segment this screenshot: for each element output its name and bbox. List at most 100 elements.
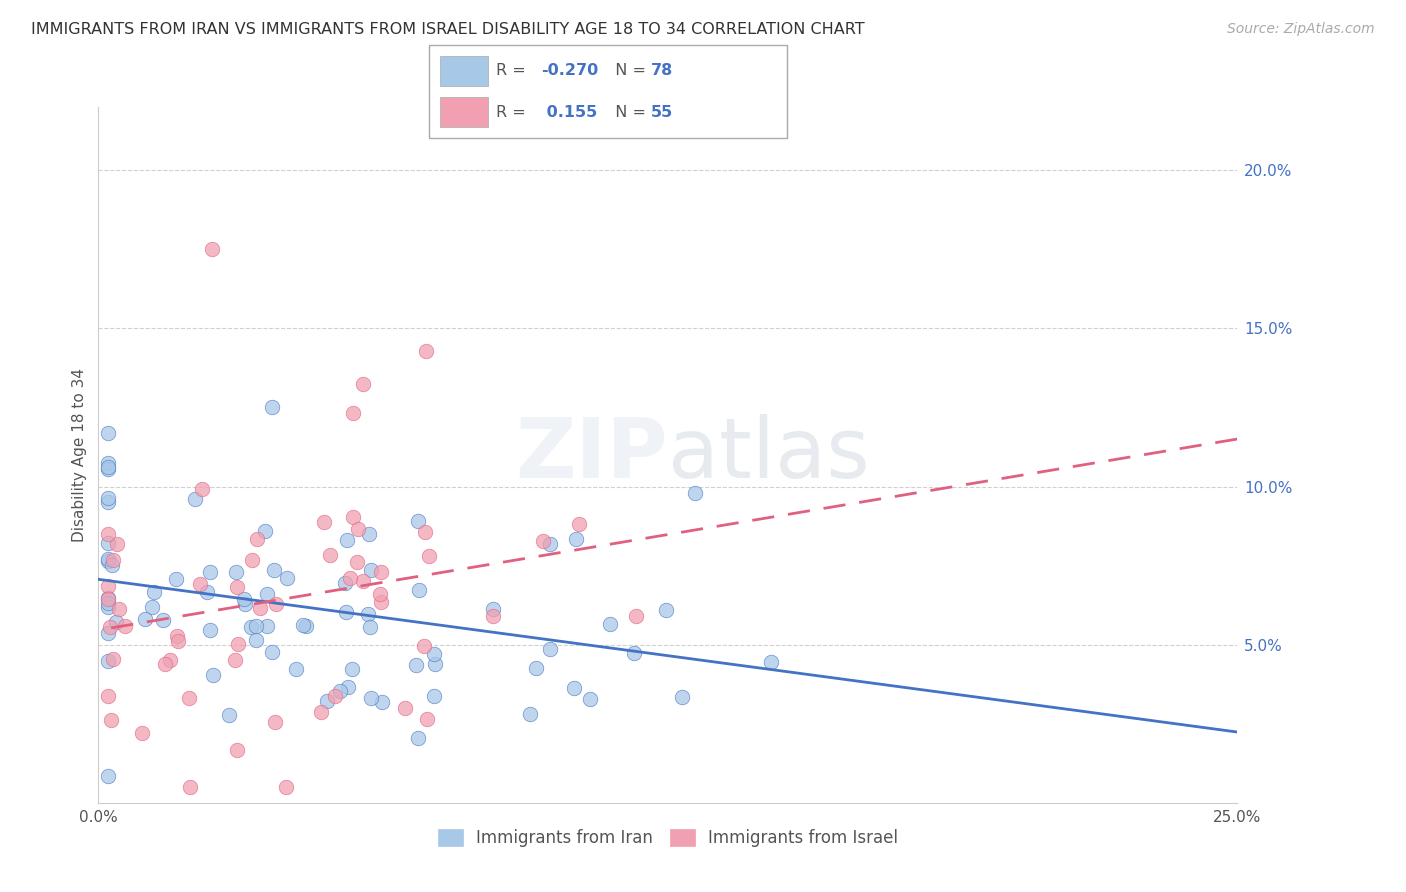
- Point: [564, 681, 586, 695]
- Point: [531, 533, 554, 548]
- Point: [340, 662, 363, 676]
- Point: [101, 558, 124, 572]
- Point: [336, 533, 359, 547]
- Point: [406, 514, 429, 528]
- Point: [233, 591, 256, 606]
- Point: [339, 571, 361, 585]
- Point: [198, 565, 221, 579]
- Point: [201, 667, 224, 681]
- Point: [141, 599, 163, 614]
- Point: [319, 548, 342, 562]
- Point: [425, 657, 447, 671]
- Point: [165, 572, 187, 586]
- Point: [578, 692, 600, 706]
- Point: [218, 707, 240, 722]
- Point: [96, 596, 118, 610]
- Point: [226, 637, 249, 651]
- Point: [335, 575, 357, 590]
- Text: Source: ZipAtlas.com: Source: ZipAtlas.com: [1227, 22, 1375, 37]
- Point: [538, 537, 561, 551]
- Point: [623, 646, 645, 660]
- Point: [131, 725, 153, 739]
- Point: [224, 652, 246, 666]
- Point: [263, 562, 285, 576]
- Point: [342, 510, 364, 524]
- Point: [759, 656, 782, 670]
- Point: [256, 619, 278, 633]
- Point: [405, 658, 427, 673]
- Point: [347, 522, 370, 536]
- Y-axis label: Disability Age 18 to 34: Disability Age 18 to 34: [72, 368, 87, 542]
- Text: 78: 78: [651, 63, 673, 78]
- Point: [329, 684, 352, 698]
- Point: [346, 555, 368, 569]
- Point: [538, 642, 561, 657]
- Point: [98, 620, 121, 634]
- Point: [599, 616, 621, 631]
- Point: [254, 524, 277, 538]
- Point: [565, 532, 588, 546]
- Point: [225, 743, 247, 757]
- Point: [295, 619, 318, 633]
- Point: [314, 516, 336, 530]
- Point: [423, 647, 446, 661]
- Point: [309, 705, 332, 719]
- Point: [335, 605, 357, 619]
- Text: R =: R =: [496, 63, 531, 78]
- Point: [567, 516, 589, 531]
- Point: [371, 695, 394, 709]
- Point: [423, 689, 446, 703]
- Point: [415, 524, 437, 539]
- Point: [100, 714, 122, 728]
- Point: [357, 527, 380, 541]
- Point: [671, 690, 693, 705]
- Point: [96, 460, 118, 475]
- Point: [190, 482, 212, 496]
- Point: [152, 613, 174, 627]
- Point: [685, 486, 707, 500]
- Point: [96, 591, 118, 606]
- Text: atlas: atlas: [668, 415, 869, 495]
- Text: IMMIGRANTS FROM IRAN VS IMMIGRANTS FROM ISRAEL DISABILITY AGE 18 TO 34 CORRELATI: IMMIGRANTS FROM IRAN VS IMMIGRANTS FROM …: [31, 22, 865, 37]
- Point: [524, 661, 547, 675]
- Point: [413, 640, 436, 654]
- Point: [249, 601, 271, 615]
- Point: [96, 600, 118, 615]
- Point: [245, 618, 267, 632]
- Point: [96, 426, 118, 441]
- Point: [101, 552, 124, 566]
- Point: [276, 571, 298, 585]
- Point: [360, 564, 382, 578]
- Point: [142, 585, 165, 599]
- Point: [360, 691, 382, 706]
- Text: R =: R =: [496, 104, 531, 120]
- Point: [153, 657, 176, 671]
- Text: N =: N =: [605, 63, 651, 78]
- Point: [357, 607, 380, 621]
- Point: [96, 495, 118, 509]
- Text: N =: N =: [605, 104, 651, 120]
- Point: [96, 591, 118, 606]
- Legend: Immigrants from Iran, Immigrants from Israel: Immigrants from Iran, Immigrants from Is…: [432, 822, 904, 854]
- Point: [482, 602, 505, 616]
- Point: [166, 629, 188, 643]
- Point: [256, 587, 278, 601]
- Point: [240, 553, 263, 567]
- Point: [245, 632, 267, 647]
- Point: [323, 689, 346, 703]
- Text: ZIP: ZIP: [516, 415, 668, 495]
- Point: [96, 551, 118, 566]
- Point: [96, 536, 118, 550]
- Point: [408, 582, 430, 597]
- Point: [233, 597, 256, 611]
- Point: [96, 654, 118, 668]
- Point: [368, 587, 391, 601]
- Point: [159, 652, 181, 666]
- Point: [276, 780, 298, 794]
- Point: [104, 615, 127, 629]
- Point: [179, 780, 201, 794]
- Point: [418, 549, 440, 563]
- Point: [96, 462, 118, 476]
- Point: [103, 651, 125, 665]
- Point: [285, 662, 308, 676]
